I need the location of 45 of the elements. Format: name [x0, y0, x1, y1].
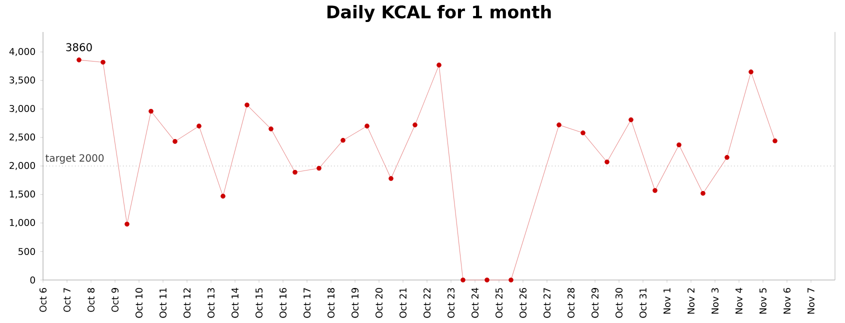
y-tick-label: 500 [18, 248, 35, 256]
x-tick-label: Nov 3 [711, 288, 719, 314]
x-tick-label: Oct 22 [423, 288, 431, 318]
x-tick-label: Oct 27 [543, 288, 551, 318]
y-tick-label: 0 [30, 276, 36, 284]
y-tick-label: 2,500 [10, 134, 35, 142]
x-tick-label: Nov 5 [760, 288, 766, 314]
x-tick-label: Oct 15 [255, 288, 263, 318]
x-tick-label: Oct 10 [135, 288, 143, 318]
ref-line-label: target 2000 [46, 154, 104, 164]
y-tick-label: 2,000 [10, 162, 35, 170]
y-tick-label: 1,500 [10, 190, 35, 199]
annotation: 3860 [66, 43, 92, 52]
x-tick-label: Oct 25 [495, 288, 503, 318]
x-tick-label: Oct 26 [519, 288, 527, 318]
x-tick-label: Oct 30 [615, 288, 623, 318]
x-tick-label: Oct 9 [111, 288, 119, 312]
x-tick-label: Oct 11 [159, 288, 167, 318]
y-tick-label: 3,000 [10, 105, 35, 114]
x-tick-label: Oct 21 [399, 288, 407, 318]
x-tick-label: Oct 20 [375, 288, 383, 318]
x-tick-label: Oct 8 [87, 288, 95, 312]
x-tick-label: Oct 7 [63, 288, 71, 312]
x-tick-label: Oct 24 [471, 288, 479, 318]
x-tick-label: Oct 28 [567, 288, 575, 318]
x-tick-label: Nov 6 [783, 288, 791, 314]
x-tick-label: Nov 4 [736, 288, 742, 314]
x-tick-label: Oct 12 [183, 288, 191, 318]
x-tick-label: Oct 16 [279, 288, 287, 318]
x-tick-label: Oct 23 [447, 288, 455, 318]
x-tick-label: Oct 14 [231, 288, 239, 318]
y-tick-label: 4,000 [9, 48, 35, 56]
x-tick-label: Oct 29 [591, 288, 599, 318]
x-tick-label: Oct 13 [207, 288, 215, 318]
x-tick-label: Oct 6 [39, 288, 47, 312]
y-tick-label: 1,000 [10, 219, 35, 228]
x-tick-label: Nov 1 [664, 288, 670, 314]
x-tick-label: Oct 31 [639, 288, 647, 318]
chart-title: Daily KCAL for 1 month [327, 5, 551, 22]
x-tick-label: Nov 2 [687, 288, 695, 314]
x-tick-label: Oct 19 [351, 288, 359, 318]
x-tick-label: Oct 18 [327, 288, 335, 318]
x-tick-label: Nov 7 [808, 288, 814, 314]
y-tick-label: 3,500 [10, 76, 35, 85]
x-tick-label: Oct 17 [303, 288, 311, 318]
